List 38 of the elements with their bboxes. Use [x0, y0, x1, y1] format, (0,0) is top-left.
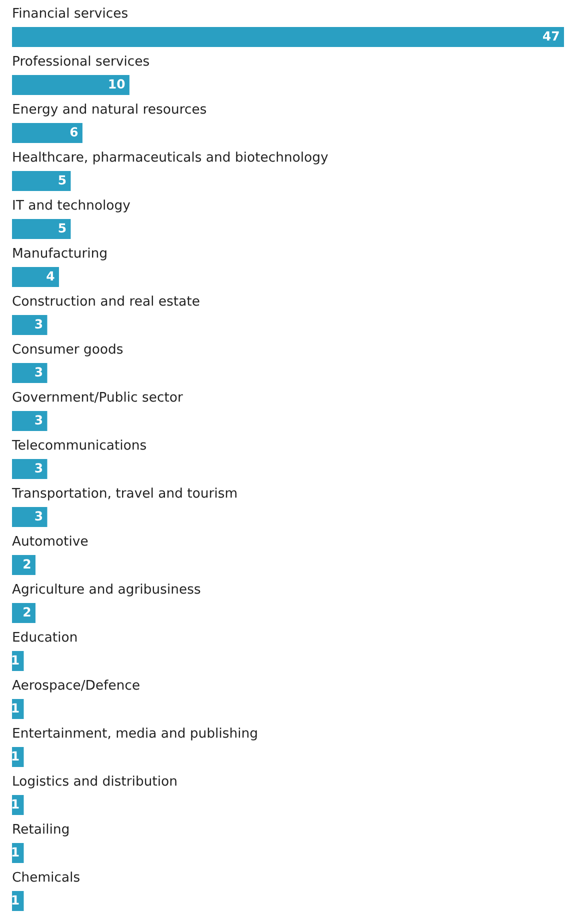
- data-label: 5: [58, 175, 66, 185]
- data-label: 3: [35, 367, 42, 377]
- y-tick-label: IT and technology: [13, 200, 130, 212]
- y-tick-label: Telecommunications: [12, 440, 146, 450]
- y-tick-label: Aerospace/Defence: [12, 680, 140, 692]
- data-label: 1: [12, 655, 19, 664]
- y-tick-label: Government/Public sector: [12, 392, 183, 403]
- data-label: 4: [46, 271, 54, 280]
- data-label: 1: [12, 751, 19, 760]
- y-tick-label: Transportation, travel and tourism: [12, 488, 236, 500]
- data-label: 1: [12, 895, 19, 904]
- data-label: 1: [12, 703, 19, 712]
- y-tick-label: Professional services: [13, 56, 149, 66]
- y-tick-label: Chemicals: [12, 872, 80, 882]
- y-tick-label: Consumer goods: [12, 344, 123, 356]
- data-label: 1: [12, 799, 19, 808]
- data-label: 2: [24, 607, 30, 616]
- y-tick-label: Retailing: [13, 824, 68, 836]
- data-label: 6: [70, 127, 78, 137]
- y-tick-label: Education: [13, 632, 77, 642]
- y-tick-label: Energy and natural resources: [13, 104, 206, 116]
- y-tick-label: Financial services: [13, 8, 128, 18]
- y-tick-label: Automotive: [12, 536, 88, 546]
- data-label: 3: [35, 415, 42, 425]
- data-label: 5: [58, 223, 66, 233]
- y-tick-label: Logistics and distribution: [13, 776, 176, 788]
- y-tick-label: Entertainment, media and publishing: [13, 728, 257, 740]
- data-label: 47: [543, 31, 559, 40]
- y-tick-label: Healthcare, pharmaceuticals and biotechnology: [13, 152, 328, 164]
- y-tick-label: Construction and real estate: [12, 296, 200, 306]
- data-label: 1: [12, 847, 19, 856]
- data-label: 10: [109, 79, 125, 89]
- data-label: 3: [35, 319, 42, 329]
- data-label: 2: [24, 559, 30, 568]
- data-label: 3: [35, 511, 42, 521]
- y-tick-label: Agriculture and agribusiness: [12, 584, 200, 596]
- y-tick-label: Manufacturing: [13, 248, 106, 260]
- data-label: 3: [35, 463, 42, 473]
